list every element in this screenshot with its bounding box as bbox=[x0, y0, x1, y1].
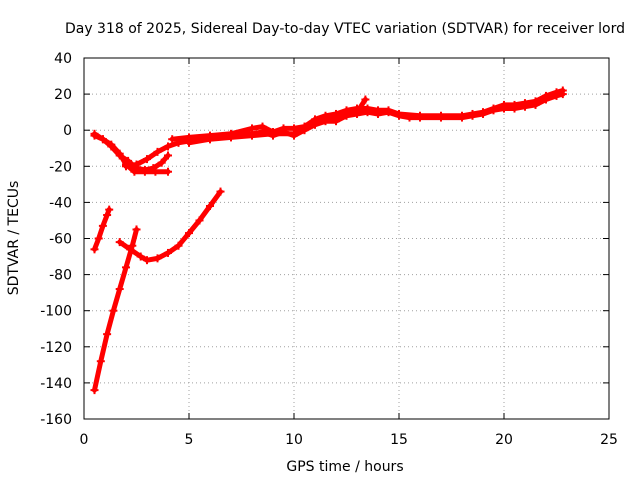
data-point-marker bbox=[98, 221, 107, 230]
y-tick-label: -60 bbox=[49, 232, 72, 248]
y-tick-label: -40 bbox=[49, 195, 72, 211]
data-point-marker bbox=[185, 138, 193, 147]
data-point-marker bbox=[248, 131, 256, 140]
data-point-marker bbox=[216, 187, 225, 196]
data-point-marker bbox=[363, 104, 372, 113]
data-point-marker bbox=[143, 256, 151, 265]
data-point-marker bbox=[531, 97, 540, 106]
y-axis-label: SDTVAR / TECUs bbox=[6, 181, 22, 296]
chart-title: Day 318 of 2025, Sidereal Day-to-day VTE… bbox=[65, 21, 625, 37]
data-point-marker bbox=[90, 386, 99, 395]
data-point-marker bbox=[521, 99, 529, 108]
data-point-marker bbox=[143, 155, 151, 164]
data-point-marker bbox=[164, 151, 172, 160]
data-point-marker bbox=[153, 147, 162, 156]
data-point-marker bbox=[258, 122, 267, 131]
data-point-marker bbox=[185, 229, 193, 238]
data-point-marker bbox=[269, 129, 277, 138]
data-point-marker bbox=[361, 95, 370, 104]
y-tick-label: 0 bbox=[63, 123, 72, 139]
data-point-marker bbox=[195, 216, 204, 225]
data-point-marker bbox=[332, 113, 340, 122]
data-point-marker bbox=[500, 100, 508, 109]
y-tick-label: -100 bbox=[40, 304, 72, 320]
x-tick-label: 25 bbox=[600, 432, 618, 448]
x-axis-label: GPS time / hours bbox=[286, 459, 403, 475]
data-point-marker bbox=[458, 111, 466, 120]
data-point-marker bbox=[98, 135, 107, 144]
data-point-marker bbox=[151, 167, 160, 176]
data-point-marker bbox=[94, 234, 103, 243]
data-point-marker bbox=[96, 357, 105, 366]
data-point-marker bbox=[115, 238, 124, 247]
data-point-marker bbox=[140, 167, 149, 176]
x-tick-label: 10 bbox=[285, 432, 303, 448]
data-point-marker bbox=[416, 111, 424, 120]
data-point-marker bbox=[157, 158, 166, 167]
data-point-marker bbox=[468, 109, 477, 118]
data-point-marker bbox=[384, 106, 393, 115]
data-point-marker bbox=[103, 330, 112, 339]
axis-ticks: 0 5 10 15 20 25 -160 -140 -120 -100 -80 -60 -40 -20 0 2… bbox=[40, 51, 618, 448]
y-tick-label: -140 bbox=[40, 376, 72, 392]
data-point-marker bbox=[90, 245, 99, 254]
data-point-marker bbox=[132, 160, 141, 169]
y-tick-label: -80 bbox=[49, 268, 72, 284]
data-point-marker bbox=[206, 202, 214, 211]
data-point-marker bbox=[164, 248, 172, 257]
data-point-marker bbox=[206, 135, 214, 144]
x-tick-label: 20 bbox=[495, 432, 513, 448]
data-point-marker bbox=[437, 111, 445, 120]
x-tick-label: 15 bbox=[390, 432, 408, 448]
data-point-marker bbox=[342, 109, 351, 118]
data-point-marker bbox=[132, 225, 141, 234]
data-point-marker bbox=[279, 124, 288, 133]
data-point-marker bbox=[105, 205, 114, 214]
data-point-marker bbox=[542, 91, 550, 100]
data-point-marker bbox=[153, 254, 162, 263]
data-point-marker bbox=[115, 149, 124, 158]
data-point-marker bbox=[552, 88, 561, 97]
x-tick-label: 0 bbox=[80, 432, 89, 448]
y-tick-label: -160 bbox=[40, 412, 72, 428]
data-point-marker bbox=[109, 306, 118, 315]
y-tick-label: 40 bbox=[54, 51, 72, 67]
data-point-marker bbox=[122, 263, 130, 272]
data-point-marker bbox=[353, 108, 361, 117]
y-tick-label: -120 bbox=[40, 340, 72, 356]
y-tick-label: -20 bbox=[49, 159, 72, 175]
data-point-marker bbox=[489, 104, 498, 113]
data-point-marker bbox=[90, 129, 99, 138]
data-point-marker bbox=[107, 140, 116, 149]
data-point-marker bbox=[479, 108, 487, 117]
data-point-marker bbox=[300, 124, 309, 133]
series-line bbox=[117, 189, 223, 263]
data-point-marker bbox=[103, 211, 112, 220]
data-point-marker bbox=[164, 167, 172, 176]
data-point-marker bbox=[227, 133, 235, 142]
data-point-marker bbox=[248, 124, 256, 133]
data-point-marker bbox=[122, 162, 130, 171]
x-tick-label: 5 bbox=[185, 432, 194, 448]
data-point-marker bbox=[558, 86, 567, 95]
data-point-marker bbox=[374, 106, 382, 115]
data-point-marker bbox=[130, 167, 139, 176]
data-point-marker bbox=[174, 241, 183, 250]
data-point-marker bbox=[321, 115, 330, 124]
data-point-marker bbox=[395, 109, 403, 118]
data-point-marker bbox=[136, 252, 145, 261]
plot-frame bbox=[83, 57, 610, 420]
data-point-marker bbox=[510, 100, 519, 109]
y-tick-label: 20 bbox=[54, 87, 72, 103]
data-point-marker bbox=[164, 142, 172, 151]
data-point-marker bbox=[168, 135, 177, 144]
data-series bbox=[90, 86, 567, 395]
data-point-marker bbox=[115, 285, 124, 294]
data-point-marker bbox=[126, 245, 135, 254]
data-point-marker bbox=[311, 117, 319, 126]
data-point-marker bbox=[290, 129, 298, 138]
